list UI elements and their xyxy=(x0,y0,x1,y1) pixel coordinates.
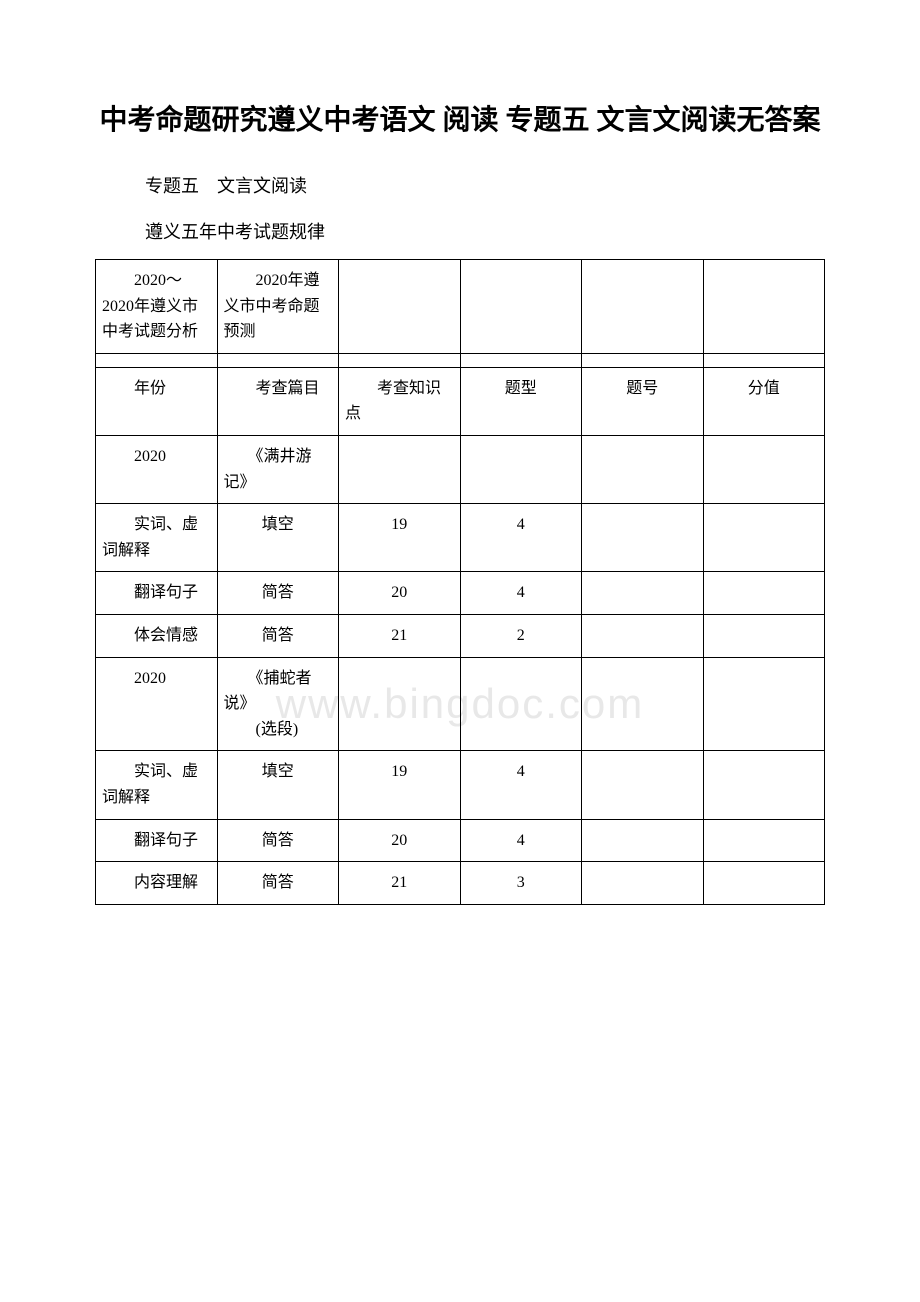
table-cell xyxy=(703,353,825,367)
table-row: 实词、虚词解释填空194 xyxy=(96,504,825,572)
table-cell: 19 xyxy=(339,751,461,819)
table-cell xyxy=(339,353,461,367)
table-cell xyxy=(582,751,704,819)
table-cell xyxy=(582,353,704,367)
table-cell: 题型 xyxy=(460,367,582,435)
table-cell xyxy=(339,260,461,354)
table-cell: 4 xyxy=(460,572,582,615)
table-cell xyxy=(582,819,704,862)
table-cell xyxy=(582,435,704,503)
table-cell: 翻译句子 xyxy=(96,819,218,862)
table-cell: 20 xyxy=(339,819,461,862)
subtitle-text: 专题五 文言文阅读 xyxy=(145,172,825,198)
table-cell: 实词、虚词解释 xyxy=(96,504,218,572)
table-cell xyxy=(96,353,218,367)
table-cell: 简答 xyxy=(217,862,339,905)
page-title: 中考命题研究遵义中考语文 阅读 专题五 文言文阅读无答案 xyxy=(95,100,825,142)
table-cell xyxy=(582,862,704,905)
table-cell: 4 xyxy=(460,819,582,862)
table-cell xyxy=(703,862,825,905)
table-cell: 19 xyxy=(339,504,461,572)
table-cell xyxy=(582,614,704,657)
table-cell: 填空 xyxy=(217,504,339,572)
table-cell: 2020年遵义市中考命题预测 xyxy=(217,260,339,354)
table-cell xyxy=(703,504,825,572)
table-cell xyxy=(460,435,582,503)
table-cell: 21 xyxy=(339,614,461,657)
table-row: 2020 《捕蛇者说》 (选段) xyxy=(96,657,825,751)
table-cell: 4 xyxy=(460,504,582,572)
table-row: 翻译句子简答204 xyxy=(96,819,825,862)
table-row: 年份 考查篇目 考查知识点题型题号分值 xyxy=(96,367,825,435)
content-container: 中考命题研究遵义中考语文 阅读 专题五 文言文阅读无答案 专题五 文言文阅读 遵… xyxy=(95,100,825,905)
section-label: 遵义五年中考试题规律 xyxy=(145,218,825,244)
table-cell xyxy=(217,353,339,367)
table-cell: 2020 xyxy=(96,657,218,751)
table-cell xyxy=(703,260,825,354)
table-cell: 考查知识点 xyxy=(339,367,461,435)
table-cell xyxy=(339,657,461,751)
table-cell: 3 xyxy=(460,862,582,905)
table-cell: 简答 xyxy=(217,819,339,862)
table-cell xyxy=(703,435,825,503)
table-cell xyxy=(460,657,582,751)
table-cell: 20 xyxy=(339,572,461,615)
table-row: 内容理解简答213 xyxy=(96,862,825,905)
table-cell: 简答 xyxy=(217,572,339,615)
table-cell xyxy=(703,751,825,819)
table-row: 翻译句子简答204 xyxy=(96,572,825,615)
table-cell xyxy=(703,657,825,751)
table-cell: 21 xyxy=(339,862,461,905)
table-row xyxy=(96,353,825,367)
table-cell xyxy=(460,353,582,367)
table-row: 2020～2020年遵义市中考试题分析 2020年遵义市中考命题预测 xyxy=(96,260,825,354)
table-cell xyxy=(339,435,461,503)
table-row: 实词、虚词解释填空194 xyxy=(96,751,825,819)
table-cell xyxy=(460,260,582,354)
table-cell xyxy=(582,572,704,615)
table-cell xyxy=(582,504,704,572)
table-row: 体会情感简答212 xyxy=(96,614,825,657)
table-cell xyxy=(582,260,704,354)
table-cell: 《满井游记》 xyxy=(217,435,339,503)
table-cell xyxy=(582,657,704,751)
table-cell: 《捕蛇者说》 (选段) xyxy=(217,657,339,751)
table-row: 2020 《满井游记》 xyxy=(96,435,825,503)
table-cell: 内容理解 xyxy=(96,862,218,905)
table-cell: 2 xyxy=(460,614,582,657)
table-cell: 2020～2020年遵义市中考试题分析 xyxy=(96,260,218,354)
table-cell xyxy=(703,572,825,615)
table-cell: 体会情感 xyxy=(96,614,218,657)
table-cell: 简答 xyxy=(217,614,339,657)
table-cell: 考查篇目 xyxy=(217,367,339,435)
table-cell: 填空 xyxy=(217,751,339,819)
table-cell xyxy=(703,614,825,657)
table-cell xyxy=(703,819,825,862)
exam-analysis-table: 2020～2020年遵义市中考试题分析 2020年遵义市中考命题预测年份 考查篇… xyxy=(95,259,825,905)
table-cell: 实词、虚词解释 xyxy=(96,751,218,819)
table-cell: 4 xyxy=(460,751,582,819)
table-cell: 分值 xyxy=(703,367,825,435)
table-cell: 题号 xyxy=(582,367,704,435)
table-cell: 年份 xyxy=(96,367,218,435)
table-cell: 翻译句子 xyxy=(96,572,218,615)
table-cell: 2020 xyxy=(96,435,218,503)
